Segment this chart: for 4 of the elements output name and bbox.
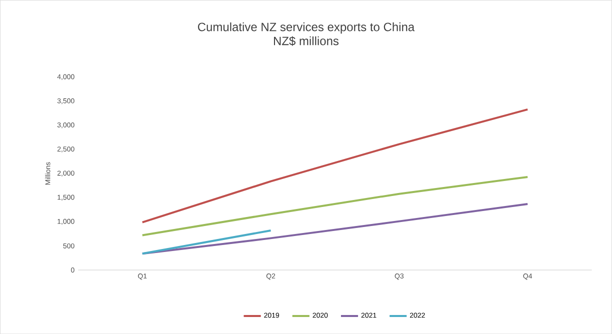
- chart-subtitle: NZ$ millions: [274, 36, 339, 46]
- line-series: [141, 108, 529, 224]
- chart-title: Cumulative NZ services exports to China: [198, 22, 415, 34]
- line-series: [141, 176, 529, 236]
